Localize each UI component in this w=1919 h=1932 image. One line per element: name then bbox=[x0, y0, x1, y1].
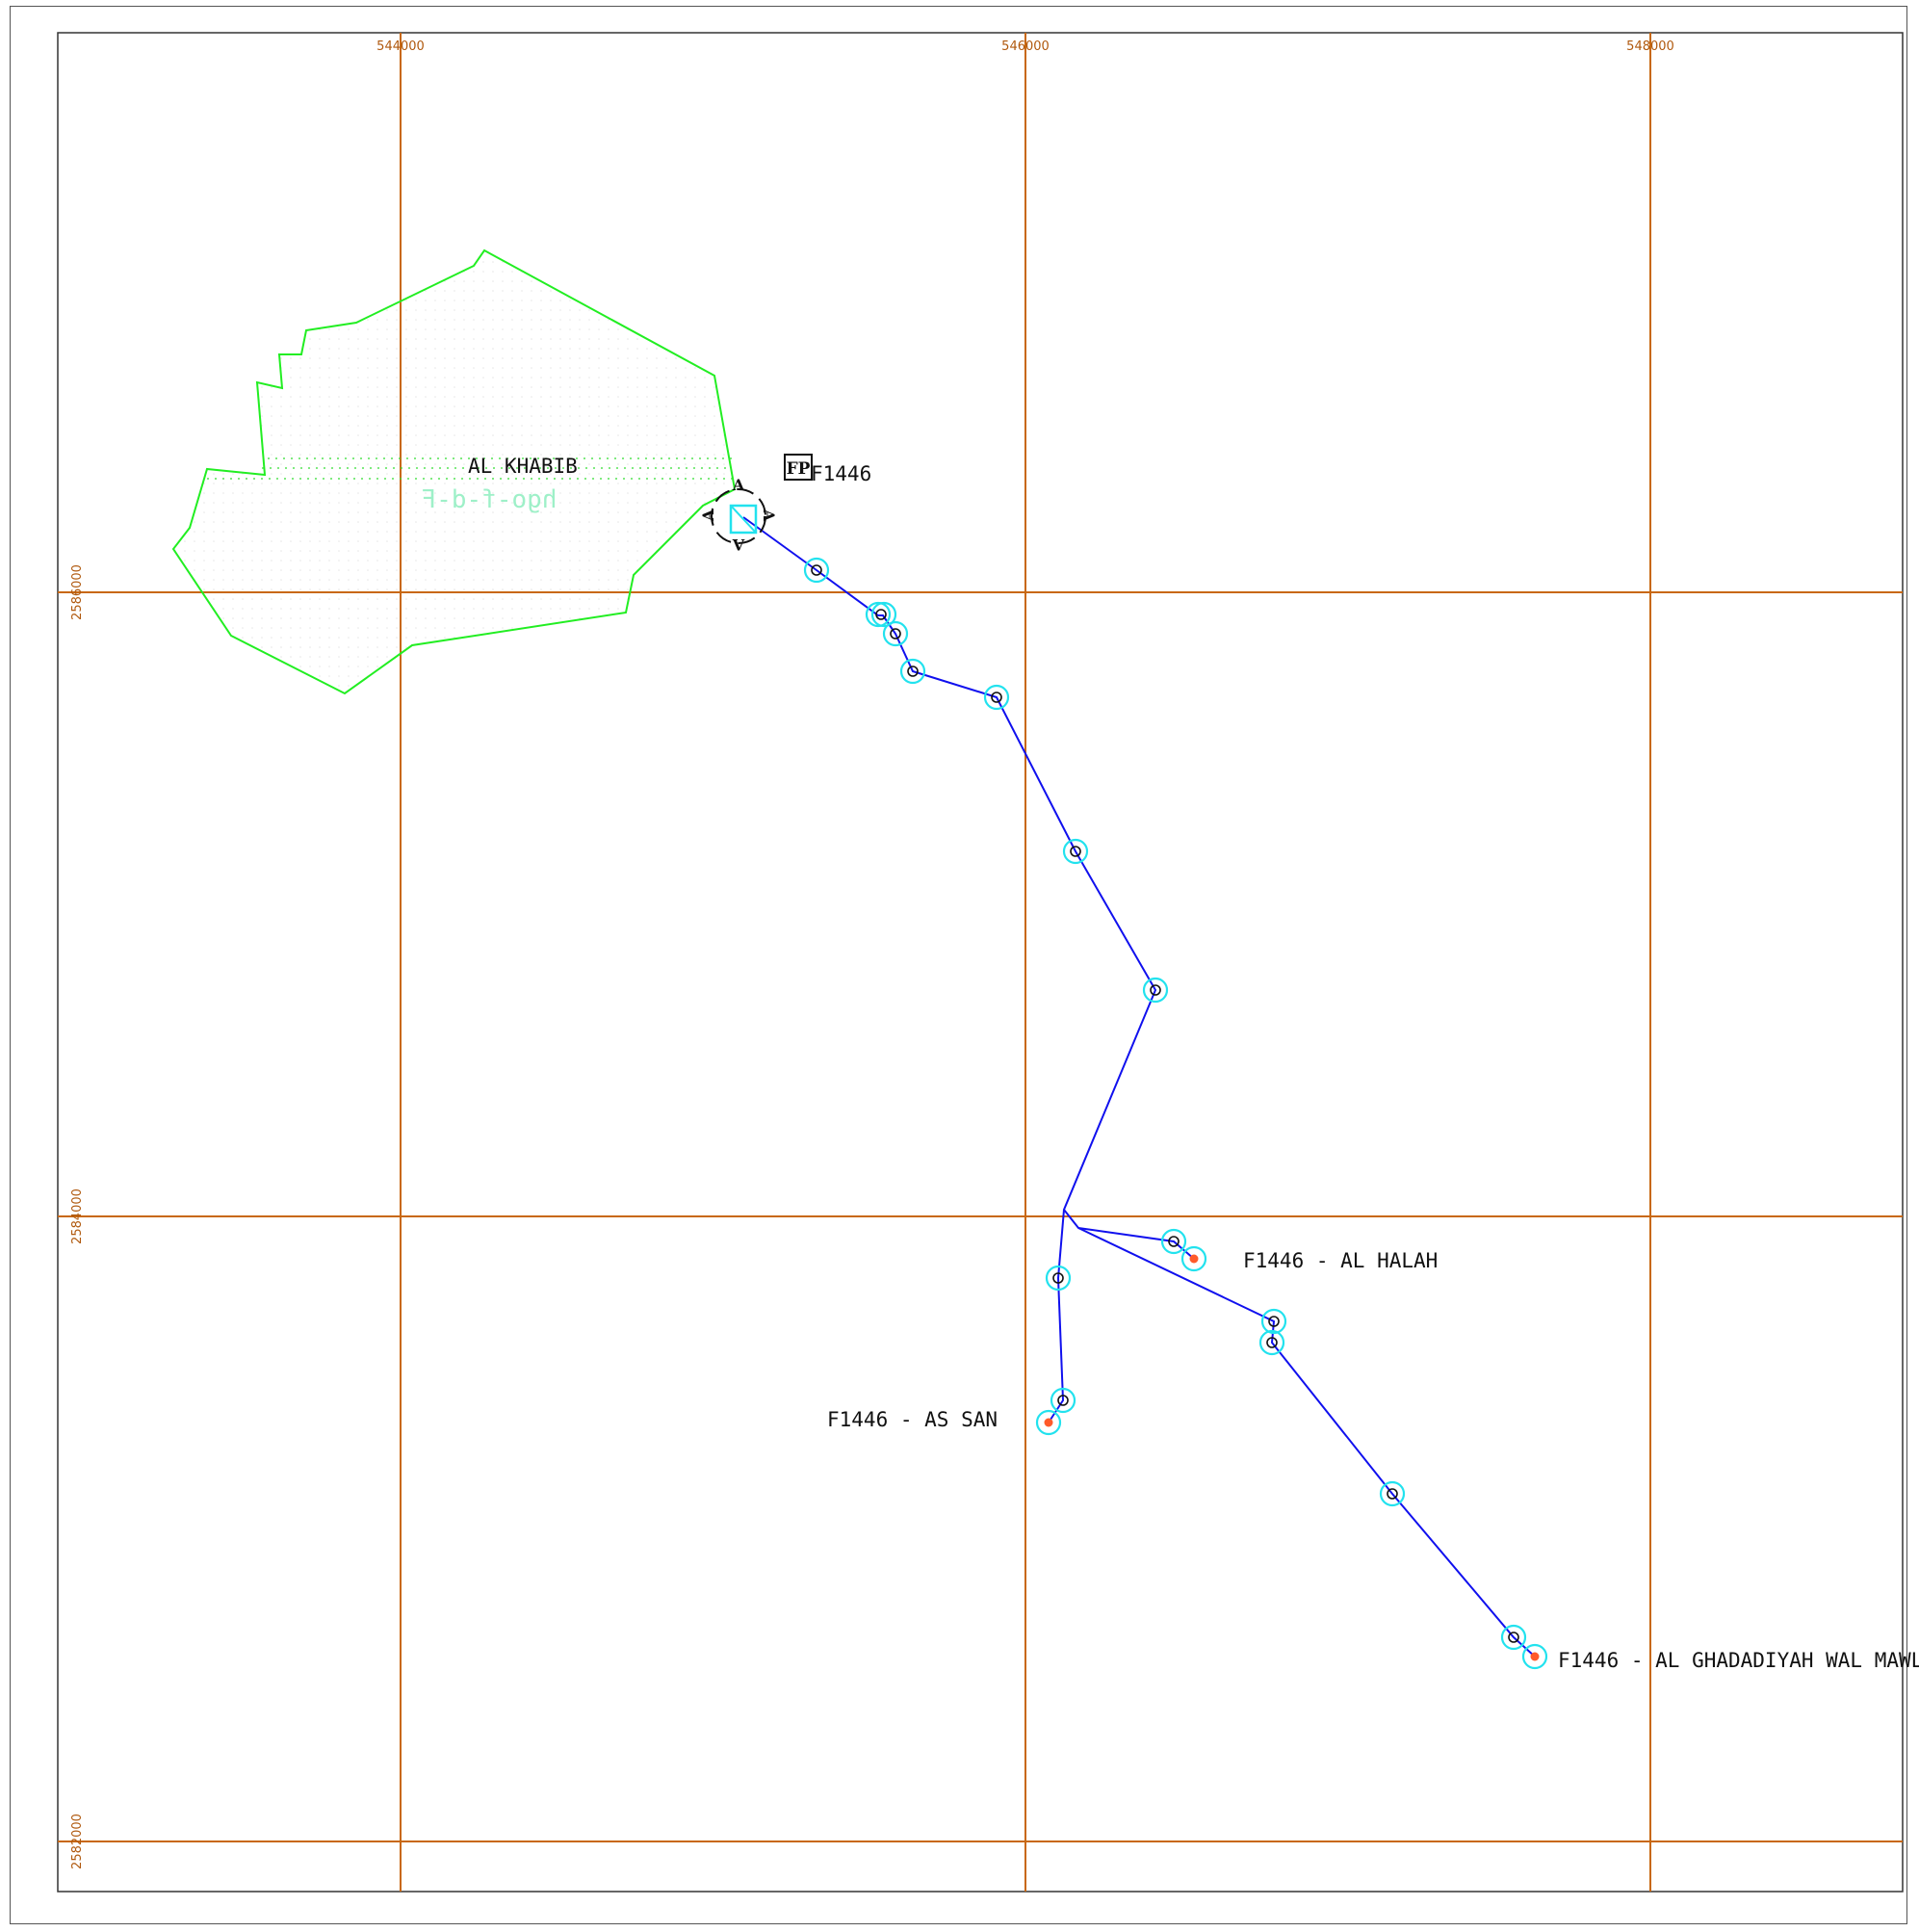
source-circle-icon bbox=[711, 488, 766, 544]
map-frame bbox=[57, 32, 1904, 1893]
branch-label-al-ghadadiyah: F1446 - AL GHADADIYAH WAL MAWLI bbox=[1558, 1649, 1919, 1672]
endpoint-node-al-ghadadiyah[interactable] bbox=[1521, 1643, 1548, 1670]
pole-node[interactable] bbox=[983, 684, 1010, 711]
pole-node[interactable] bbox=[882, 620, 909, 647]
pole-node[interactable] bbox=[1142, 977, 1169, 1004]
feeder-nodes bbox=[803, 557, 1548, 1670]
pole-node[interactable] bbox=[1379, 1480, 1406, 1507]
area-ghost-label: hgo-f-d-F bbox=[422, 485, 558, 514]
branch-label-al-halah: F1446 - AL HALAH bbox=[1243, 1249, 1438, 1272]
fp-marker-box bbox=[784, 454, 813, 481]
northing-label-2586000: 2586000 bbox=[70, 564, 85, 620]
feeder-source-symbol[interactable]: A A A A bbox=[699, 476, 778, 554]
feeder-main-line[interactable] bbox=[742, 516, 1536, 1658]
outer-frame bbox=[10, 6, 1907, 1924]
pole-node[interactable] bbox=[1050, 1387, 1076, 1414]
feeder-branch-al-halah-line[interactable] bbox=[1077, 1227, 1195, 1260]
feeder-name-label: F1446 bbox=[811, 462, 871, 485]
area-boundary-polygon[interactable] bbox=[171, 248, 737, 695]
branch-label-as-san: F1446 - AS SAN bbox=[827, 1408, 998, 1431]
pole-node[interactable] bbox=[1258, 1329, 1285, 1356]
substation-box-icon bbox=[729, 504, 758, 535]
feeder-label-group: FP F1446 bbox=[784, 454, 871, 485]
easting-label-544000: 544000 bbox=[376, 39, 425, 54]
grid bbox=[58, 33, 1903, 1892]
area-hatch-band bbox=[207, 457, 732, 480]
pole-node[interactable] bbox=[803, 557, 830, 584]
northing-label-2582000: 2582000 bbox=[70, 1814, 85, 1869]
pole-node[interactable] bbox=[1045, 1265, 1072, 1292]
easting-label-548000: 548000 bbox=[1626, 39, 1674, 54]
arrow-a-icon: A bbox=[732, 476, 745, 494]
arrow-a-icon: A bbox=[699, 509, 717, 522]
grid-labels: 544000 546000 548000 2586000 2584000 258… bbox=[70, 39, 1674, 1869]
pole-node[interactable] bbox=[1062, 838, 1089, 865]
feeder-branch-as-san-line[interactable] bbox=[1048, 1209, 1065, 1423]
pole-node[interactable] bbox=[1500, 1624, 1527, 1651]
pole-node[interactable] bbox=[865, 601, 897, 628]
arrow-a-icon: A bbox=[760, 509, 778, 522]
easting-label-546000: 546000 bbox=[1001, 39, 1050, 54]
pole-node[interactable] bbox=[899, 658, 926, 685]
fp-marker-icon: FP bbox=[787, 459, 811, 479]
endpoint-node-al-halah[interactable] bbox=[1180, 1245, 1207, 1272]
pole-node[interactable] bbox=[1160, 1228, 1187, 1255]
feeder-network bbox=[742, 516, 1536, 1658]
pole-node[interactable] bbox=[1260, 1308, 1287, 1335]
area-name-label: AL KHABIB bbox=[468, 455, 578, 478]
northing-label-2584000: 2584000 bbox=[70, 1188, 85, 1244]
endpoint-node-as-san[interactable] bbox=[1035, 1409, 1062, 1436]
arrow-a-icon: A bbox=[732, 535, 745, 554]
